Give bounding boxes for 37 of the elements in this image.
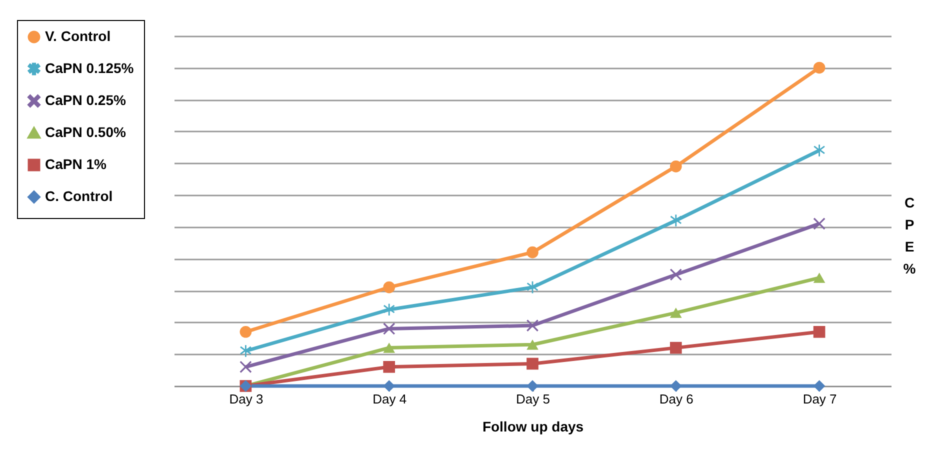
point [383, 304, 395, 316]
legend-label: CaPN 0.25% [45, 92, 126, 108]
x-axis-title: Follow up days [482, 418, 584, 434]
legend-label: V. Control [45, 28, 111, 44]
legend-label: C. Control [45, 188, 113, 204]
point [240, 345, 252, 357]
point [670, 268, 682, 281]
x-tick-label: Day 7 [802, 392, 837, 406]
point [383, 322, 396, 335]
point [813, 326, 826, 338]
x-tick-label: Day 5 [516, 392, 550, 406]
point [383, 360, 396, 373]
point [813, 272, 826, 283]
point [526, 358, 538, 370]
point [526, 281, 538, 294]
point [813, 218, 826, 230]
point [383, 342, 396, 353]
point [240, 326, 252, 338]
legend-label: CaPN 0.50% [45, 124, 126, 140]
point [240, 360, 252, 373]
point [383, 281, 396, 294]
point [670, 160, 682, 172]
point [814, 144, 825, 156]
x-tick-label: Day 4 [372, 392, 407, 406]
legend-label: CaPN 0.125% [45, 60, 134, 76]
y-axis-title: CPE % [903, 194, 916, 276]
point [526, 320, 538, 332]
point [670, 214, 682, 226]
x-tick-label: Day 3 [229, 392, 264, 406]
point [813, 62, 826, 74]
point [670, 308, 682, 318]
legend-label: CaPN 1% [45, 156, 108, 172]
point [526, 340, 538, 350]
point [670, 342, 682, 354]
point [526, 380, 538, 392]
x-tick-label: Day 6 [659, 392, 694, 406]
point [526, 246, 538, 258]
